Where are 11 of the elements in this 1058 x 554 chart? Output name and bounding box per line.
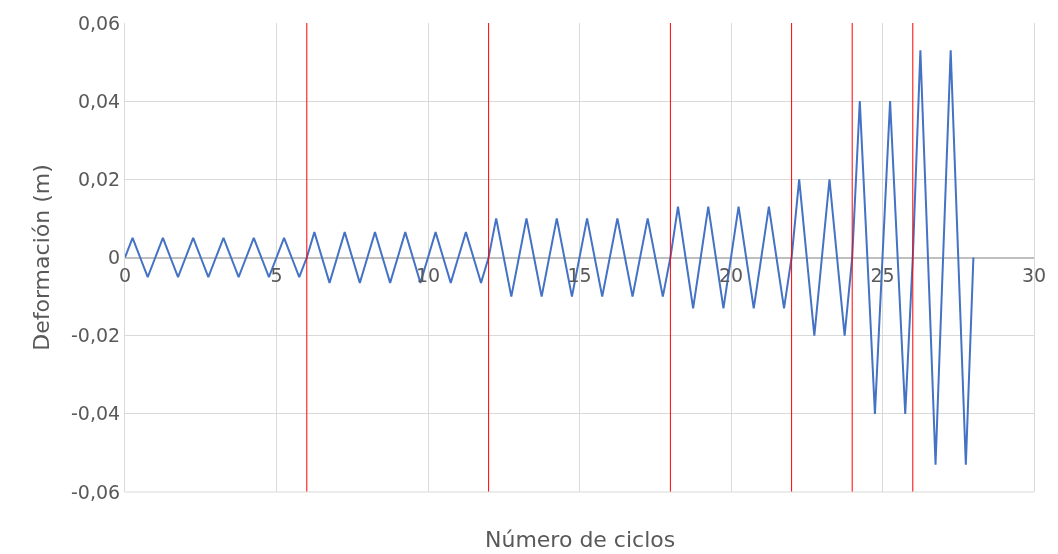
x-tick-label: 5 <box>270 263 283 286</box>
x-axis-title: Número de ciclos <box>485 527 676 552</box>
y-tick-label: 0,06 <box>77 11 121 34</box>
y-tick-label: 0,04 <box>77 89 121 112</box>
y-axis-title: Deformación (m) <box>28 164 54 351</box>
y-tick-label: 0,02 <box>77 167 121 190</box>
y-tick-label: -0,04 <box>71 402 121 425</box>
x-tick-label: 30 <box>1021 263 1047 286</box>
y-tick-label: -0,06 <box>71 480 121 503</box>
y-tick-label: -0,02 <box>71 324 121 347</box>
y-tick-label: 0 <box>108 246 121 269</box>
